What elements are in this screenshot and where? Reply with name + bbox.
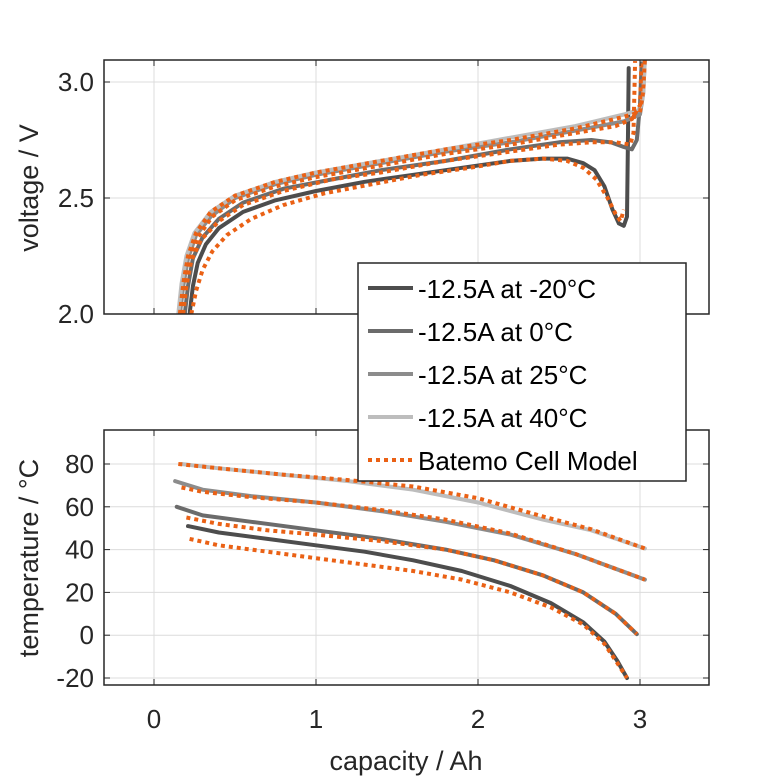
legend-label: -12.5A at 40°C <box>418 403 587 433</box>
series-line-model-5 <box>181 61 638 314</box>
legend-label: -12.5A at -20°C <box>418 274 596 304</box>
y-tick-label: 80 <box>65 449 94 479</box>
series-line-measured-3 <box>176 60 647 314</box>
y-tick-label: -20 <box>56 663 94 693</box>
x-tick-label: 3 <box>633 704 647 734</box>
x-axis-label: capacity / Ah <box>329 746 482 776</box>
legend-label: -12.5A at 25°C <box>418 360 587 390</box>
x-tick-label: 0 <box>147 704 161 734</box>
series-line-model-6 <box>179 60 644 314</box>
x-tick-label: 1 <box>309 704 323 734</box>
voltage-panel: 2.0 2.5 3.0 <box>58 59 710 329</box>
y-tick-label: 20 <box>65 577 94 607</box>
series-line-model-7 <box>178 462 646 551</box>
x-tick-label: 2 <box>471 704 485 734</box>
y-tick-label: 3.0 <box>58 67 94 97</box>
legend-label: -12.5A at 0°C <box>418 317 573 347</box>
legend: -12.5A at -20°C -12.5A at 0°C -12.5A at 25… <box>357 262 687 482</box>
y-tick-label: 2.0 <box>58 299 94 329</box>
y-tick-label: 0 <box>80 620 94 650</box>
series-line-model-6 <box>181 485 646 582</box>
y-axis-label-temperature: temperature / °C <box>14 459 44 657</box>
y-tick-label: 40 <box>65 535 94 565</box>
y-tick-label: 60 <box>65 492 94 522</box>
y-axis-label-voltage: voltage / V <box>14 124 44 252</box>
legend-label: Batemo Cell Model <box>418 446 638 476</box>
series-line-model-4 <box>189 536 629 680</box>
y-tick-label: 2.5 <box>58 183 94 213</box>
series-line-model-5 <box>186 515 639 636</box>
